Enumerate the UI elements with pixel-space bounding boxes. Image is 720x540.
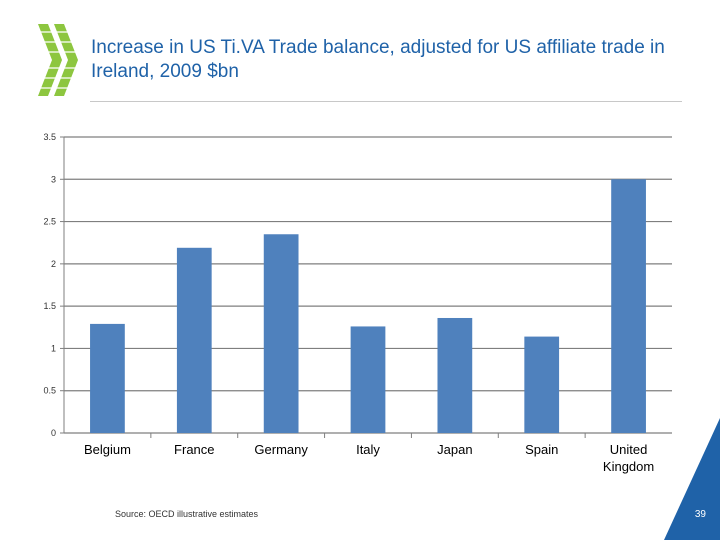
page-number: 39	[694, 509, 706, 520]
y-tick-label: 1	[51, 343, 56, 353]
y-tick-label: 1.5	[43, 301, 56, 311]
bar-france	[176, 247, 212, 433]
logo-stripes	[38, 31, 78, 89]
page-title: Increase in US Ti.VA Trade balance, adju…	[91, 37, 665, 82]
bar-japan	[437, 317, 473, 433]
bar-united-kingdom	[611, 179, 646, 433]
title-divider	[90, 101, 682, 102]
y-tick-label: 2.5	[43, 217, 56, 227]
x-tick-label: Germany	[254, 442, 308, 457]
bar-germany	[263, 234, 299, 433]
bar-belgium	[90, 323, 125, 433]
x-tick-label: Japan	[437, 442, 472, 457]
logo-chevron-right	[54, 24, 78, 96]
y-tick-label: 3.5	[43, 132, 56, 142]
y-tick-label: 2	[51, 259, 56, 269]
x-tick-label: Italy	[356, 442, 380, 457]
bar-italy	[350, 326, 386, 433]
corner-decoration	[664, 418, 720, 540]
oecd-logo	[38, 24, 78, 96]
y-tick-label: 0.5	[43, 386, 56, 396]
x-tick-label: Spain	[525, 442, 558, 457]
source-note: Source: OECD illustrative estimates	[115, 509, 259, 519]
y-tick-label: 3	[51, 174, 56, 184]
x-tick-label: Belgium	[84, 442, 131, 457]
x-tick-label: United Kingdom	[603, 442, 654, 474]
bar-spain	[524, 336, 560, 433]
x-tick-label: France	[174, 442, 214, 457]
logo-chevron-left	[38, 24, 62, 96]
y-tick-label: 0	[51, 428, 56, 438]
